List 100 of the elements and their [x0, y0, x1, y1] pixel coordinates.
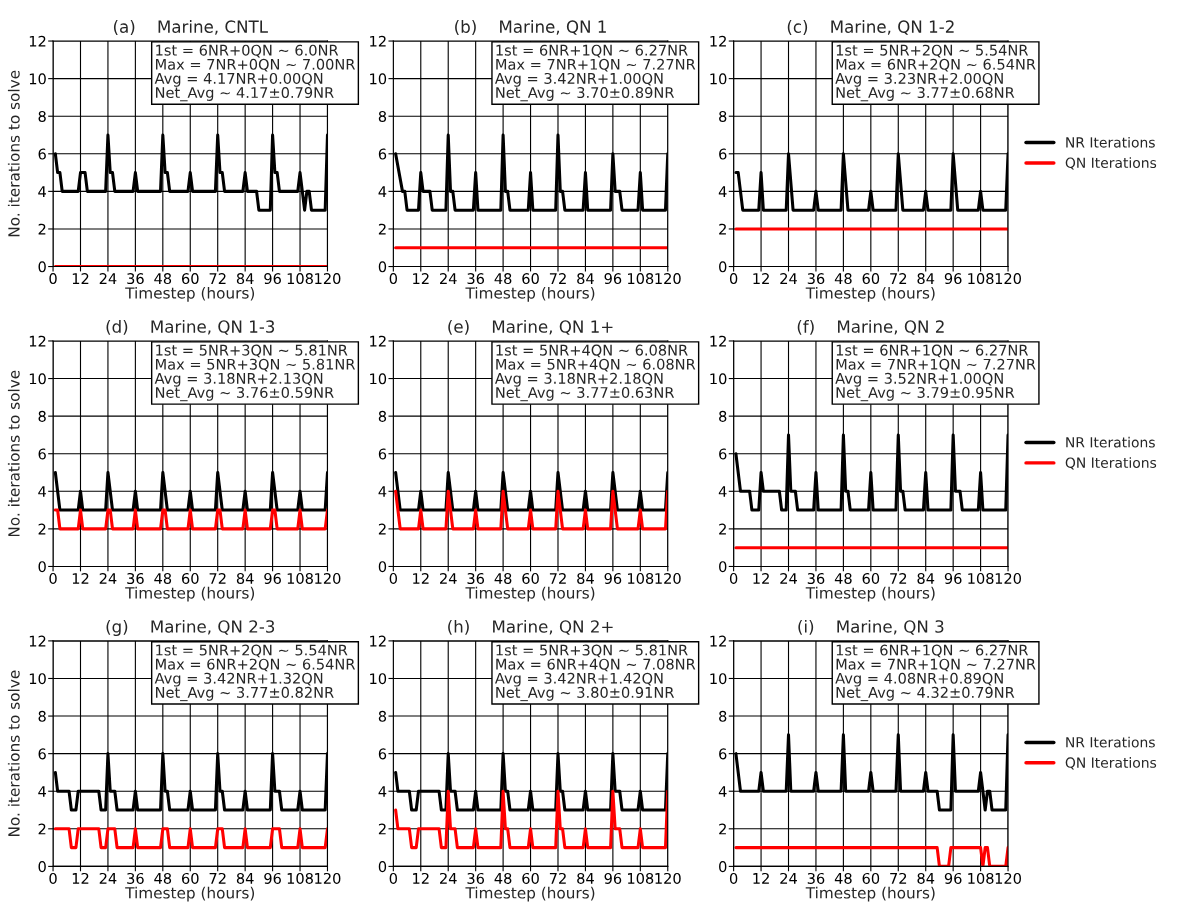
x-tick-label: 72: [890, 872, 907, 884]
annotation: 1st = 6NR+1QN ~ 6.27NR Max = 7NR+1QN ~ 7.27NR Avg = 3.42NR+1.00QN Net_Avg ~ 3.70±0.89NR: [494, 44, 696, 102]
x-tick-label: 12: [753, 273, 769, 284]
y-tick-label: 6: [38, 748, 46, 760]
x-tick-label: 96: [944, 872, 962, 884]
x-tick-label: 96: [604, 273, 622, 285]
x-tick-label: 36: [127, 572, 144, 585]
x-axis-title: Timestep (hours): [125, 886, 255, 902]
x-tick-label: 108: [628, 872, 654, 884]
annotation: 1st = 5NR+2QN ~ 5.54NR Max = 6NR+2QN ~ 6.54NR Avg = 3.42NR+1.32QN Net_Avg ~ 3.77±0.82NR: [154, 644, 356, 702]
x-axis-title: Timestep (hours): [125, 286, 255, 302]
x-tick-label: 12: [753, 872, 769, 884]
x-tick-label: 12: [72, 872, 89, 884]
y-tick-label: 8: [378, 110, 387, 122]
legend-label: QN Iterations: [1065, 157, 1157, 170]
x-tick-label: 0: [389, 872, 398, 884]
annotation: 1st = 6NR+1QN ~ 6.27NR Max = 7NR+1QN ~ 7.27NR Avg = 3.52NR+1.00QN Net_Avg ~ 3.79±0.95NR: [835, 344, 1036, 402]
y-tick-label: 12: [370, 35, 386, 47]
x-tick-label: 72: [890, 273, 907, 284]
x-tick-label: 0: [389, 572, 398, 585]
x-tick-label: 12: [753, 572, 769, 584]
y-tick-label: 4: [718, 786, 727, 797]
x-tick-label: 120: [995, 273, 1021, 285]
x-tick-label: 108: [968, 273, 994, 285]
x-tick-label: 108: [628, 572, 654, 585]
y-tick-label: 12: [710, 335, 726, 347]
y-tick-label: 12: [370, 335, 386, 347]
y-tick-label: 8: [719, 410, 727, 422]
x-axis-title: Timestep (hours): [805, 286, 935, 302]
x-tick-label: 96: [264, 273, 281, 285]
x-tick-label: 0: [49, 273, 57, 285]
x-tick-label: 84: [577, 273, 594, 285]
legend-label: NR Iterations: [1066, 436, 1155, 448]
x-axis-title: Timestep (hours): [805, 586, 935, 602]
y-axis-title: No. iterations to solve: [7, 670, 20, 837]
chart-title: (c) Marine, QN 1-2: [787, 20, 954, 35]
x-tick-label: 72: [209, 572, 226, 584]
x-axis-title: Timestep (hours): [805, 886, 935, 902]
y-tick-label: 2: [719, 523, 726, 535]
x-tick-label: 96: [264, 572, 281, 585]
x-tick-label: 120: [315, 273, 341, 285]
x-tick-label: 72: [549, 273, 566, 284]
x-tick-label: 24: [440, 872, 457, 884]
x-tick-label: 108: [287, 572, 313, 585]
x-tick-label: 0: [49, 572, 57, 585]
y-tick-label: 2: [378, 823, 386, 835]
y-tick-label: 6: [719, 748, 727, 760]
y-axis-title: No. iterations to solve: [7, 70, 20, 237]
x-tick-label: 48: [494, 273, 512, 285]
x-tick-label: 36: [127, 273, 144, 285]
y-tick-label: 2: [378, 223, 386, 235]
x-tick-label: 36: [467, 572, 485, 585]
x-tick-label: 60: [862, 872, 880, 884]
y-tick-label: 6: [378, 148, 387, 160]
chart-title: (i) Marine, QN 3: [798, 619, 944, 635]
y-tick-label: 0: [378, 261, 387, 273]
annotation: 1st = 5NR+3QN ~ 5.81NR Max = 5NR+3QN ~ 5.81NR Avg = 3.18NR+2.13QN Net_Avg ~ 3.76±0.59NR: [154, 344, 356, 402]
x-tick-label: 120: [995, 872, 1021, 884]
x-tick-label: 24: [780, 273, 797, 284]
chart-title: (h) Marine, QN 2+: [448, 619, 613, 635]
y-tick-label: 8: [378, 410, 387, 422]
y-tick-label: 0: [378, 861, 387, 873]
chart-title: (f) Marine, QN 2: [797, 319, 944, 335]
x-tick-label: 72: [549, 872, 566, 884]
x-axis-title: Timestep (hours): [465, 886, 595, 902]
y-tick-label: 4: [718, 186, 727, 197]
x-tick-label: 60: [182, 872, 199, 884]
annotation: 1st = 5NR+2QN ~ 5.54NR Max = 6NR+2QN ~ 6.54NR Avg = 3.23NR+2.00QN Net_Avg ~ 3.77±0.68NR: [835, 44, 1036, 102]
x-tick-label: 12: [413, 572, 429, 584]
x-tick-label: 84: [577, 872, 594, 884]
x-tick-label: 84: [577, 572, 594, 585]
y-tick-label: 2: [38, 223, 46, 235]
y-tick-label: 10: [29, 373, 46, 385]
y-tick-label: 6: [38, 148, 46, 160]
y-tick-label: 10: [370, 73, 387, 85]
y-axis-title: No. iterations to solve: [7, 370, 20, 537]
x-tick-label: 0: [729, 273, 738, 285]
y-tick-label: 6: [719, 448, 727, 460]
chart-title: (d) Marine, QN 1-3: [106, 319, 275, 335]
x-tick-label: 36: [467, 273, 485, 285]
y-tick-label: 12: [29, 635, 46, 647]
x-tick-label: 84: [917, 273, 935, 285]
x-tick-label: 96: [944, 572, 962, 585]
legend-label: QN Iterations: [1065, 757, 1157, 770]
chart-title: (e) Marine, QN 1+: [448, 319, 613, 335]
y-tick-label: 2: [378, 523, 386, 535]
legend-label: NR Iterations: [1066, 136, 1155, 148]
y-tick-label: 2: [38, 523, 46, 535]
y-tick-label: 0: [719, 861, 727, 873]
x-axis-title: Timestep (hours): [465, 286, 595, 302]
y-tick-label: 2: [719, 823, 726, 835]
x-tick-label: 96: [604, 572, 622, 585]
x-tick-label: 108: [968, 572, 994, 585]
x-tick-label: 24: [99, 273, 117, 284]
x-tick-label: 108: [968, 872, 994, 884]
x-tick-label: 60: [182, 572, 199, 585]
x-tick-label: 48: [834, 572, 852, 585]
y-tick-label: 10: [29, 73, 46, 85]
x-tick-label: 120: [655, 872, 681, 884]
y-tick-label: 12: [370, 635, 386, 647]
